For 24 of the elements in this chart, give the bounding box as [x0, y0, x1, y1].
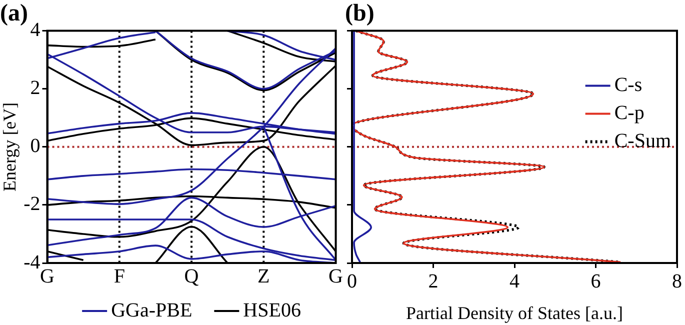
y-tick-label: 2	[30, 77, 40, 100]
x-tick-label: F	[114, 265, 125, 288]
x-axis-title: Partial Density of States [a.u.]	[406, 302, 623, 323]
legend-label: C-p	[614, 102, 644, 124]
x-tick-label: 0	[347, 270, 357, 292]
x-tick-label: G	[328, 265, 344, 288]
y-tick-label: 0	[30, 135, 40, 158]
chart-title: (b)	[345, 0, 374, 27]
y-tick-label: -2	[24, 193, 40, 216]
legend-label: GGa-PBE	[111, 299, 192, 322]
x-tick-label: Z	[258, 265, 270, 288]
x-tick-label: 2	[428, 270, 438, 292]
chart-title: (a)	[0, 0, 28, 27]
x-tick-label: 6	[590, 270, 601, 292]
y-tick-label: 4	[30, 19, 40, 42]
x-tick-label: 4	[510, 270, 520, 292]
y-tick-label: -4	[24, 251, 40, 274]
x-tick-label: G	[40, 265, 54, 288]
x-tick-label: Q	[184, 265, 200, 288]
x-tick-label: 8	[672, 270, 682, 292]
y-axis-title: Energy [eV]	[0, 102, 20, 192]
legend-label: C-s	[614, 74, 642, 96]
legend-label: HSE06	[243, 299, 301, 322]
legend-label: C-Sum	[614, 130, 672, 152]
